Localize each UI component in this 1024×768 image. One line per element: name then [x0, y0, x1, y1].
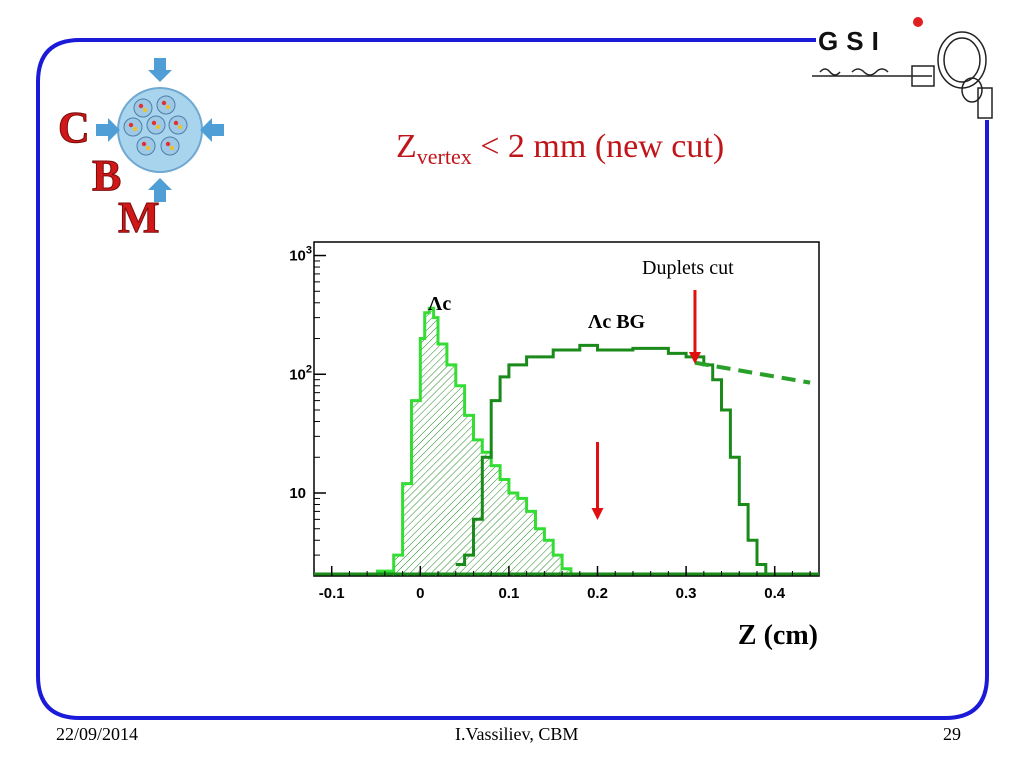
cbm-logo: C B M	[58, 58, 224, 240]
plot-frame	[313, 241, 820, 577]
y-tick-label: 10	[289, 485, 306, 502]
y-tick-label: 102	[289, 363, 312, 383]
cbm-letter-b: B	[92, 151, 121, 200]
x-tick-label: 0.3	[676, 585, 697, 602]
cbm-letter-c: C	[58, 103, 90, 152]
series-1-line	[455, 343, 768, 574]
footer-date: 22/09/2014	[56, 724, 139, 744]
x-tick-label: -0.1	[319, 585, 345, 602]
x-tick-label: 0	[416, 585, 424, 602]
z-vertex-histogram: -0.1 0 0.1 0.2 0.3 0.4 10 102 103 Duplets cut Λc…	[289, 241, 820, 651]
extrapolation-line	[694, 360, 811, 385]
cut-arrow-head-0	[688, 352, 701, 364]
gsi-logo: GSI	[812, 17, 993, 119]
x-axis-title: Z (cm)	[738, 620, 818, 651]
cbm-letter-m: M	[118, 193, 160, 240]
cut-arrow-head-1	[591, 508, 604, 520]
page-number: 29	[943, 724, 961, 744]
accelerator-ring-icon	[812, 31, 993, 119]
y-tick-label: 103	[289, 245, 312, 265]
annotation-duplets-cut: Duplets cut	[642, 257, 734, 279]
x-tick-label: 0.4	[764, 585, 786, 602]
arrows-icon	[96, 58, 224, 202]
footer-author: I.Vassiliev, CBM	[455, 724, 579, 744]
series-0-fill	[376, 308, 571, 576]
annotation-lambda-c-bg: Λc BG	[588, 311, 646, 333]
annotation-lambda-c: Λc	[428, 293, 451, 315]
x-tick-label: 0.1	[498, 585, 519, 602]
slide-title: Zvertex < 2 mm (new cut)	[396, 128, 725, 169]
x-tick-label: 0.2	[587, 585, 608, 602]
nucleons-cluster-icon	[123, 95, 188, 156]
series-0-line	[376, 306, 573, 574]
gsi-logo-text: GSI	[818, 26, 887, 56]
